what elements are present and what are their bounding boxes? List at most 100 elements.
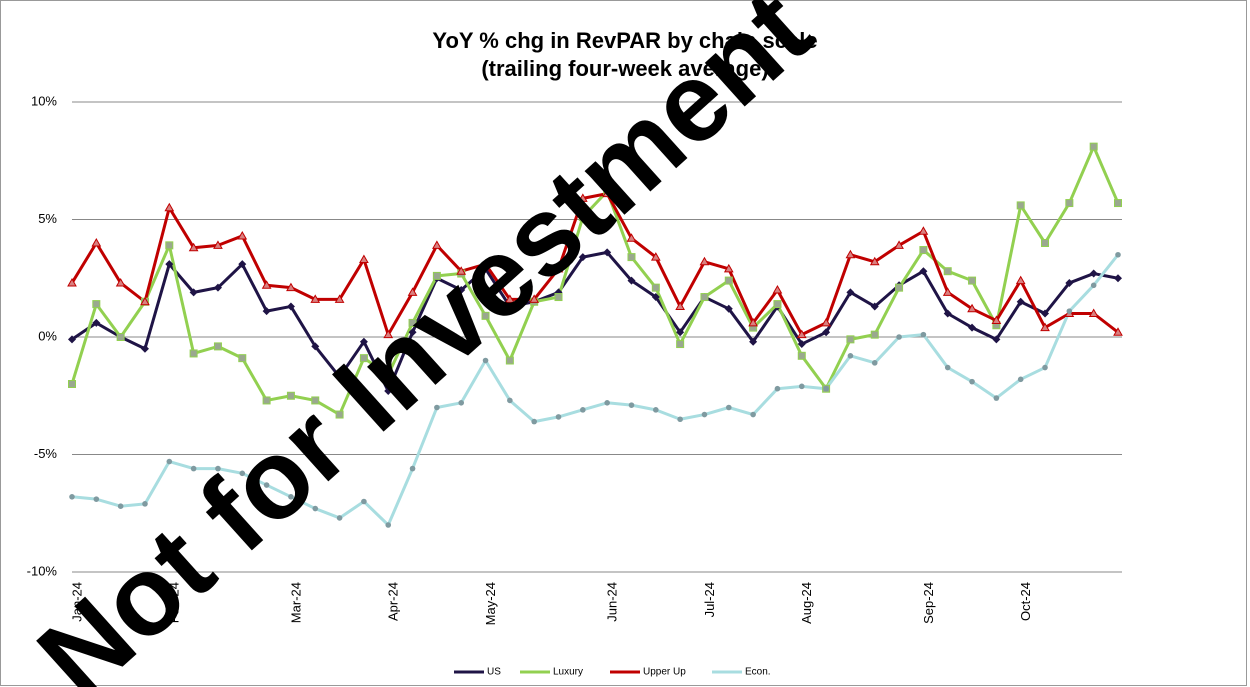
data-point: [967, 303, 977, 313]
data-point: [1065, 278, 1074, 287]
plot-area: -10% -5% 0% 5% 10% Jan-24 Feb-24 Mar-24 Apr-24 Ma…: [27, 93, 1123, 625]
data-point: [822, 328, 831, 337]
data-point: [627, 253, 636, 262]
data-point: [699, 256, 710, 266]
data-point: [1114, 274, 1122, 283]
data-point: [895, 283, 904, 292]
data-point: [238, 354, 247, 363]
data-point: [1114, 199, 1122, 208]
legend: US Luxury Upper Up Econ.: [454, 667, 771, 678]
data-point: [286, 391, 295, 400]
data-point: [968, 323, 977, 332]
data-point: [992, 335, 1001, 344]
data-point: [772, 284, 783, 294]
data-point: [796, 329, 807, 339]
data-point: [651, 293, 660, 302]
data-point: [1040, 322, 1050, 332]
data-point: [67, 277, 77, 287]
data-point: [312, 505, 319, 512]
data-point: [188, 242, 199, 252]
data-point: [213, 240, 223, 249]
data-point: [1017, 376, 1024, 383]
data-point: [262, 396, 271, 405]
data-point: [409, 465, 416, 472]
data-point: [263, 482, 270, 488]
data-point: [676, 328, 685, 337]
data-point: [1016, 297, 1025, 306]
data-point: [310, 294, 321, 303]
data-point: [653, 407, 659, 413]
data-point: [407, 287, 418, 296]
data-point: [140, 296, 150, 306]
data-point: [604, 400, 610, 406]
data-point: [507, 397, 513, 404]
data-point: [1015, 275, 1026, 285]
data-point: [750, 411, 756, 418]
data-point: [1090, 282, 1097, 289]
data-point: [773, 300, 782, 309]
data-point: [165, 260, 174, 269]
legend-label: US: [487, 667, 501, 678]
data-point: [700, 293, 709, 302]
data-point: [943, 267, 952, 276]
data-point: [871, 360, 878, 366]
data-point: [482, 357, 489, 364]
data-point: [91, 237, 102, 247]
data-point: [286, 302, 295, 311]
data-point: [919, 267, 928, 276]
data-point: [117, 503, 124, 510]
x-tick-label: Sep-24: [921, 582, 936, 624]
data-point: [724, 276, 733, 285]
data-point: [628, 402, 635, 408]
data-point: [1066, 308, 1073, 314]
data-point: [1042, 364, 1048, 371]
data-point: [92, 300, 101, 309]
data-point: [919, 246, 928, 255]
data-point: [823, 385, 829, 392]
data-point: [555, 414, 562, 420]
data-point: [68, 335, 76, 344]
data-point: [554, 293, 563, 302]
y-tick-label: 0%: [38, 328, 57, 343]
data-point: [116, 333, 125, 341]
data-point: [968, 276, 977, 285]
data-point: [166, 458, 173, 465]
data-point: [1113, 327, 1123, 336]
data-point: [336, 515, 343, 521]
x-tick-label: Aug-24: [799, 582, 814, 624]
data-point: [626, 233, 637, 242]
data-point: [1041, 239, 1050, 247]
data-point: [553, 263, 564, 273]
x-tick-label: Jan-24: [69, 582, 84, 622]
x-tick-label: May-24: [483, 582, 498, 625]
data-point: [262, 307, 271, 316]
data-point: [115, 277, 126, 287]
data-point: [239, 470, 246, 477]
data-point: [189, 349, 198, 358]
data-point: [870, 330, 879, 339]
data-point: [603, 248, 612, 257]
data-point: [385, 522, 392, 528]
data-point: [1115, 251, 1121, 258]
data-point: [701, 411, 708, 418]
data-point: [1089, 269, 1098, 278]
data-point: [821, 317, 831, 327]
data-point: [920, 331, 927, 338]
data-point: [335, 372, 344, 381]
data-point: [311, 342, 320, 351]
data-point: [190, 465, 197, 472]
data-point: [942, 287, 953, 296]
y-tick-label: 5%: [38, 211, 57, 226]
data-point: [93, 496, 100, 502]
data-point: [675, 301, 686, 310]
data-point: [676, 340, 685, 349]
legend-label: Econ.: [745, 667, 771, 678]
data-point: [288, 494, 294, 500]
data-point: [677, 416, 683, 423]
legend-label: Luxury: [553, 667, 583, 678]
chart-title: YoY % chg in RevPAR by chain scale: [432, 28, 817, 53]
data-point: [748, 317, 758, 327]
series-line: [70, 192, 1119, 337]
data-point: [969, 378, 975, 385]
